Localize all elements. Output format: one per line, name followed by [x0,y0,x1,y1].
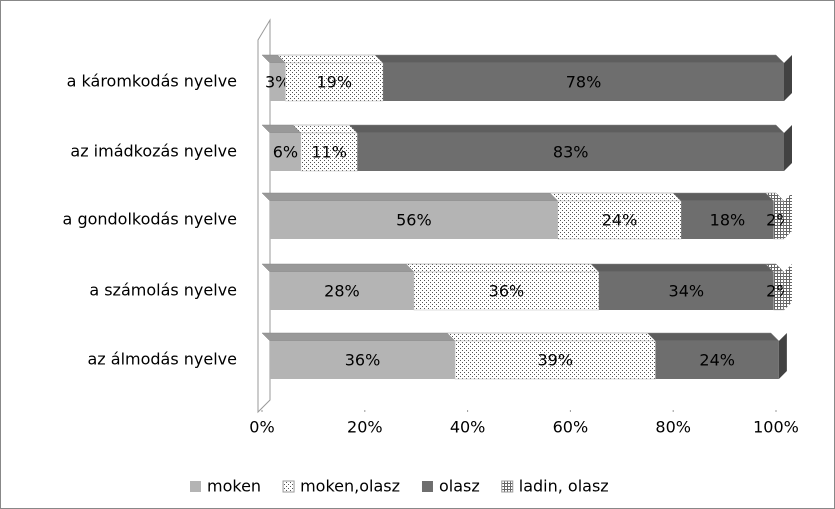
y-tick-label: az álmodás nyelve [87,350,237,369]
bar-top [590,263,775,273]
bar [681,201,774,239]
bar-top [348,124,785,134]
bar [270,201,558,239]
data-label: 34% [669,282,705,301]
bar-top [261,332,456,342]
data-label: 39% [537,351,573,370]
bar [413,271,600,311]
bar [300,132,358,172]
legend-swatch [190,481,201,492]
bar-side [784,193,792,239]
data-label: 28% [324,282,360,301]
bar [557,200,682,240]
bar-top [276,54,384,64]
bar [454,340,656,380]
side-wall [257,18,271,414]
legend-label: moken,olasz [300,477,400,496]
bar [270,133,301,171]
data-label: 24% [602,211,638,230]
bar-top [549,192,682,202]
bar-top [646,332,780,342]
y-tick-label: a számolás nyelve [89,281,237,300]
bar-top [261,192,559,202]
legend-swatch [282,480,295,493]
x-tick-label: 0% [249,418,274,437]
legend-label: moken [207,477,261,496]
bar-side [784,264,792,310]
bar [655,341,779,379]
bar-top [374,54,785,64]
legend-label: ladin, olasz [519,477,609,496]
legend-swatch [501,480,514,493]
data-label: 18% [710,211,746,230]
bar [383,63,784,101]
bar-side [784,125,792,171]
data-label: 6% [273,143,298,162]
bar-top [672,192,775,202]
data-label: 78% [566,73,602,92]
bar-top [405,263,600,273]
bar [270,341,456,379]
legend-swatch [421,481,433,492]
data-label: 11% [311,143,347,162]
x-tick-label: 100% [753,418,799,437]
x-tick-label: 80% [655,418,691,437]
data-label: 36% [345,351,381,370]
y-tick-label: a gondolkodás nyelve [63,210,237,229]
y-tick-label: az imádkozás nyelve [70,142,237,161]
legend-label: olasz [439,477,480,496]
data-label: 3% [265,73,290,92]
data-label: 19% [316,73,352,92]
bar-top [261,263,415,273]
bar-side [784,55,792,101]
y-tick-label: a káromkodás nyelve [67,72,237,91]
data-label: 36% [489,282,525,301]
bar-top [292,124,358,134]
bar [270,63,286,101]
data-label: 56% [396,211,432,230]
data-label: 83% [553,143,589,162]
bar [270,272,414,310]
x-tick-label: 20% [347,418,383,437]
bar-top [446,332,657,342]
bar [357,133,784,171]
x-tick-label: 40% [450,418,486,437]
data-label: 24% [699,351,735,370]
bar [598,272,774,310]
bar-side [778,333,787,379]
x-tick-label: 60% [553,418,589,437]
